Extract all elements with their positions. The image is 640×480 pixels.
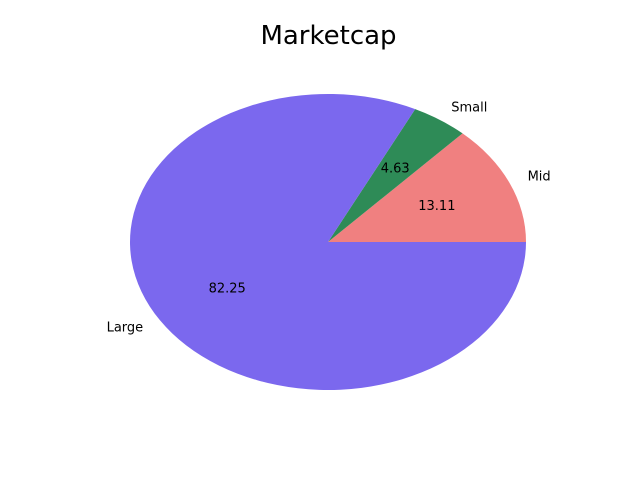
pie-slice-large xyxy=(129,94,526,391)
pie-slices xyxy=(129,94,526,391)
pie-slice-small xyxy=(328,109,463,242)
slice-value-large: 82.25 xyxy=(209,281,246,296)
pie-labels: Mid 13.11 Small 4.63 Large 82.25 xyxy=(107,100,551,335)
chart-title: Marketcap xyxy=(260,21,397,51)
slice-label-mid: Mid xyxy=(528,169,551,184)
slice-value-mid: 13.11 xyxy=(418,199,455,214)
slice-value-small: 4.63 xyxy=(381,161,410,176)
slice-label-large: Large xyxy=(107,321,144,336)
slice-label-small: Small xyxy=(451,100,487,115)
pie-slice-mid xyxy=(328,133,526,242)
